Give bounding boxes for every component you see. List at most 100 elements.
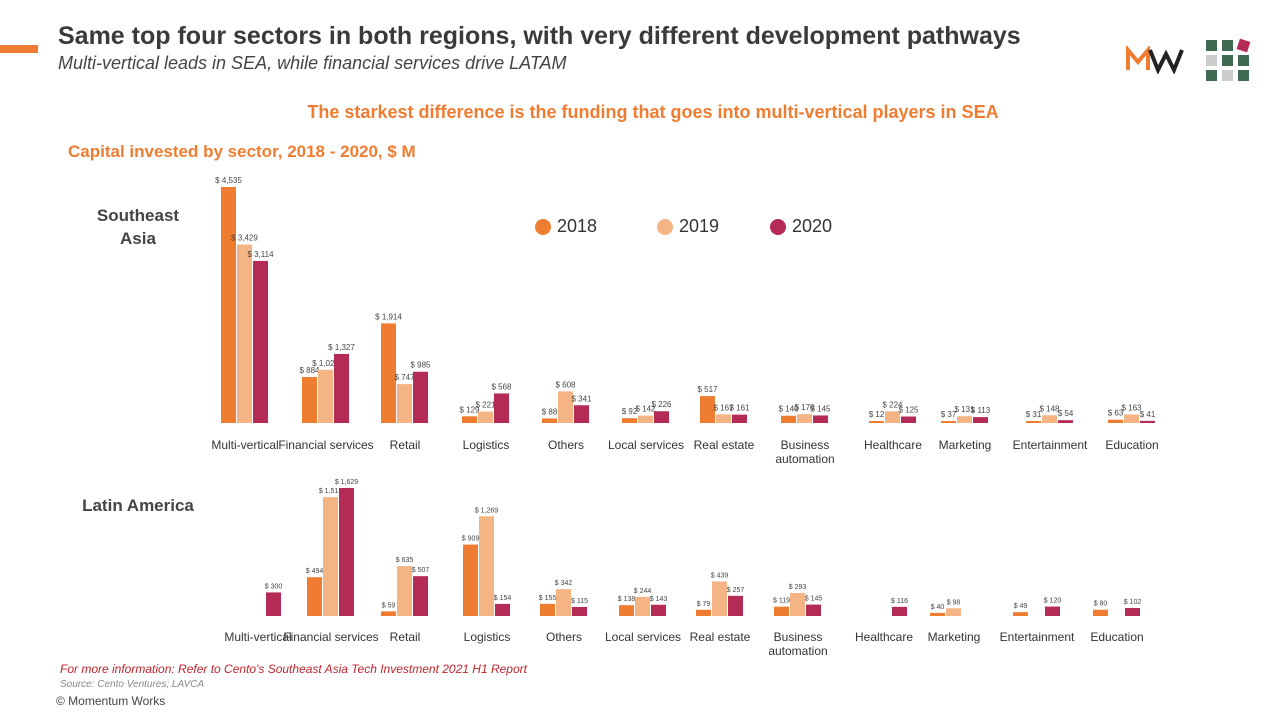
- bar-sea-2019-1: [318, 369, 333, 423]
- category-label-sea-8: Healthcare: [863, 438, 923, 452]
- data-label-sea-2020-5: $ 226: [651, 400, 672, 409]
- category-label-sea-0: Multi-vertical: [211, 438, 279, 452]
- data-label-latam-2019-3: $ 1,269: [475, 507, 498, 514]
- category-label-sea-6: Real estate: [693, 438, 755, 452]
- headline: The starkest difference is the funding t…: [307, 102, 999, 122]
- source-note: Source: Cento Ventures; LAVCA: [60, 679, 205, 690]
- bar-latam-2018-6: [696, 609, 711, 616]
- bar-sea-2020-2: [413, 371, 428, 423]
- bar-sea-2019-5: [638, 415, 653, 423]
- data-label-sea-2020-7: $ 145: [810, 404, 831, 413]
- category-label-sea-7: Business automation: [775, 438, 835, 466]
- data-label-sea-2019-8: $ 224: [882, 400, 903, 409]
- data-label-sea-2018-1: $ 884: [299, 366, 320, 375]
- data-label-latam-2018-11: $ 80: [1094, 601, 1108, 608]
- bar-sea-2019-0: [237, 244, 252, 423]
- data-label-sea-2018-3: $ 129: [459, 405, 480, 414]
- data-label-sea-2020-1: $ 1,327: [328, 343, 355, 352]
- category-label-latam-1: Financial services: [283, 630, 379, 644]
- bar-sea-2018-4: [542, 418, 557, 423]
- bar-sea-2018-11: [1108, 419, 1123, 423]
- bar-sea-2020-9: [973, 417, 988, 423]
- category-label-latam-2: Retail: [389, 630, 421, 644]
- legend-dot-2018: [535, 218, 551, 235]
- bar-latam-2020-6: [728, 595, 743, 616]
- bar-latam-2020-4: [572, 606, 587, 616]
- data-label-latam-2019-6: $ 439: [711, 573, 729, 580]
- data-label-sea-2019-1: $ 1,023: [312, 359, 339, 368]
- data-label-sea-2020-0: $ 3,114: [247, 250, 274, 259]
- bar-latam-2020-10: [1045, 606, 1060, 616]
- data-label-sea-2018-9: $ 37: [941, 410, 957, 419]
- data-label-sea-2019-5: $ 142: [635, 405, 656, 414]
- bar-sea-2019-2: [397, 384, 412, 423]
- data-label-sea-2020-10: $ 54: [1058, 409, 1074, 418]
- bar-latam-2019-7: [790, 592, 805, 616]
- bar-sea-2018-2: [381, 323, 396, 423]
- bar-latam-2018-9: [930, 612, 945, 616]
- accent-bar: [0, 45, 38, 53]
- data-label-sea-2019-7: $ 170: [794, 403, 815, 412]
- copyright: © Momentum Works: [56, 694, 166, 708]
- data-label-sea-2019-9: $ 131: [954, 405, 975, 414]
- bar-latam-2020-1: [339, 488, 354, 616]
- legend-item-2020: 2020: [770, 216, 832, 237]
- category-label-latam-8: Healthcare: [854, 630, 914, 644]
- bar-sea-2020-5: [654, 411, 669, 423]
- bar-sea-2020-3: [494, 393, 509, 423]
- category-label-latam-0: Multi-vertical: [224, 630, 292, 644]
- data-label-latam-2018-2: $ 59: [382, 602, 396, 609]
- data-label-sea-2019-2: $ 747: [394, 373, 415, 382]
- legend-label-2018: 2018: [557, 216, 598, 236]
- bar-sea-2018-0: [221, 187, 236, 423]
- bar-sea-2020-11: [1140, 420, 1155, 423]
- bar-sea-2018-3: [462, 416, 477, 423]
- data-label-latam-2019-7: $ 293: [789, 584, 807, 591]
- bar-sea-2020-6: [732, 414, 747, 423]
- data-label-latam-2018-5: $ 138: [618, 596, 636, 603]
- bar-sea-2020-1: [334, 353, 349, 423]
- page-subtitle: Multi-vertical leads in SEA, while finan…: [58, 53, 567, 73]
- data-label-sea-2018-10: $ 31: [1026, 410, 1042, 419]
- bar-latam-2020-2: [413, 576, 428, 616]
- bar-latam-2020-7: [806, 604, 821, 616]
- data-label-sea-2020-6: $ 161: [729, 404, 750, 413]
- legend-dot-2019: [657, 218, 673, 235]
- data-label-sea-2020-9: $ 113: [971, 406, 991, 415]
- bar-latam-2018-7: [774, 606, 789, 616]
- data-label-sea-2018-2: $ 1,914: [375, 312, 402, 321]
- data-label-sea-2018-5: $ 92: [622, 407, 638, 416]
- data-label-latam-2019-1: $ 1,513: [319, 488, 342, 495]
- data-label-latam-2020-0: $ 300: [265, 583, 283, 590]
- bar-sea-2018-5: [622, 418, 637, 423]
- bar-latam-2019-4: [556, 589, 571, 616]
- bar-latam-2020-5: [651, 604, 666, 616]
- category-label-sea-5: Local services: [607, 438, 685, 452]
- category-label-latam-5: Local services: [604, 630, 682, 644]
- data-label-latam-2020-2: $ 507: [412, 567, 430, 574]
- data-label-latam-2018-3: $ 909: [462, 536, 480, 543]
- bar-latam-2018-2: [381, 611, 396, 616]
- data-label-sea-2018-7: $ 140: [778, 405, 799, 414]
- bar-latam-2019-3: [479, 516, 494, 616]
- bar-sea-2018-1: [302, 376, 317, 423]
- bar-sea-2019-4: [558, 391, 573, 423]
- data-label-latam-2019-4: $ 342: [555, 580, 573, 587]
- data-label-latam-2018-10: $ 49: [1014, 603, 1028, 610]
- bar-sea-2018-7: [781, 415, 796, 423]
- category-label-latam-10: Entertainment: [999, 630, 1075, 644]
- bar-sea-2020-0: [253, 260, 268, 423]
- data-label-sea-2019-6: $ 167: [713, 403, 734, 412]
- bar-sea-2019-3: [478, 411, 493, 423]
- data-label-latam-2020-4: $ 115: [571, 598, 588, 605]
- region-label-sea: Southeast Asia: [96, 206, 180, 248]
- bar-latam-2019-6: [712, 581, 727, 616]
- bar-sea-2020-7: [813, 415, 828, 423]
- data-label-sea-2020-8: $ 125: [898, 405, 919, 414]
- bar-latam-2020-0: [266, 592, 281, 616]
- category-label-latam-9: Marketing: [927, 630, 981, 644]
- data-label-latam-2018-7: $ 119: [773, 598, 790, 605]
- bar-sea-2018-10: [1026, 421, 1041, 423]
- data-label-latam-2018-1: $ 494: [306, 568, 324, 575]
